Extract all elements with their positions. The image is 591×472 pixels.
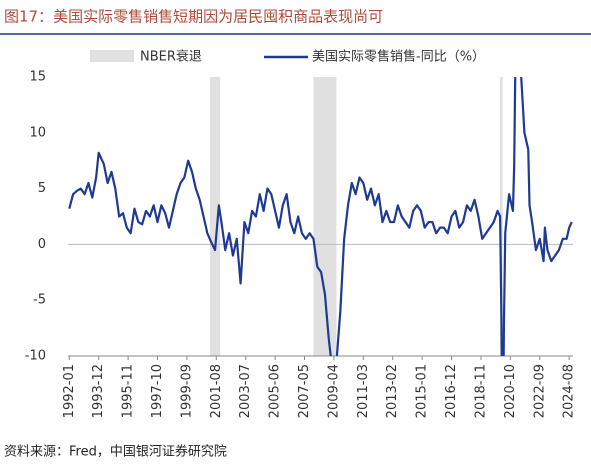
- legend-label: NBER衰退: [140, 49, 202, 65]
- x-tick-label: 2011-03: [356, 364, 371, 418]
- recession-band: [313, 77, 337, 356]
- y-tick-label: 15: [29, 70, 46, 85]
- x-tick-label: 2020-10: [503, 364, 518, 418]
- plot-area: [68, 77, 573, 356]
- x-tick-label: 2007-05: [297, 364, 312, 418]
- x-tick-label: 2009-04: [326, 364, 341, 418]
- x-tick-label: 1992-01: [62, 364, 77, 418]
- x-tick-label: 2013-02: [385, 364, 400, 418]
- x-tick-label: 2016-12: [444, 364, 459, 418]
- y-tick-label: -5: [33, 293, 46, 308]
- source-note: 资料来源：Fred，中国银河证券研究院: [4, 444, 227, 460]
- x-tick-label: 1999-09: [179, 364, 194, 418]
- x-tick-label: 1997-10: [150, 364, 165, 418]
- y-tick-label: -10: [25, 349, 46, 364]
- legend-label: 美国实际零售销售-同比（%）: [312, 49, 485, 65]
- recession-band: [500, 77, 503, 356]
- x-tick-label: 2001-08: [209, 364, 224, 418]
- x-tick-label: 2003-07: [238, 364, 253, 418]
- y-tick-label: 0: [38, 237, 46, 252]
- x-tick-label: 2022-09: [532, 364, 547, 418]
- y-tick-label: 10: [29, 125, 46, 140]
- legend-swatch: [90, 50, 134, 62]
- chart-title: 图17：美国实际零售销售短期因为居民囤积商品表现尚可: [4, 8, 383, 26]
- x-tick-label: 2018-11: [473, 364, 488, 418]
- x-tick-label: 2015-01: [415, 364, 430, 418]
- y-tick-label: 5: [38, 181, 46, 196]
- x-tick-label: 1993-12: [91, 364, 106, 418]
- x-tick-label: 1995-11: [121, 364, 136, 418]
- x-tick-label: 2024-08: [562, 364, 577, 418]
- x-tick-label: 2005-06: [268, 364, 283, 418]
- series-line: [68, 77, 573, 356]
- recession-band: [209, 77, 221, 356]
